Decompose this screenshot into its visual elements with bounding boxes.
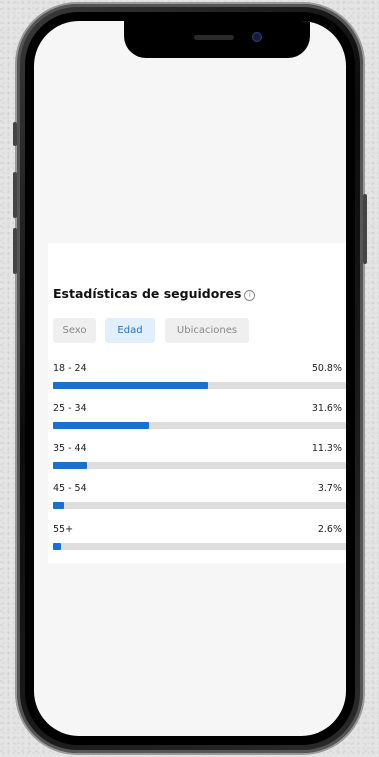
age-bar-fill: [53, 543, 61, 550]
age-bar-fill: [53, 422, 150, 429]
age-range-percent: 50.8%: [311, 363, 342, 374]
age-range-label: 45 - 54: [53, 483, 87, 494]
age-range-percent: 31.6%: [311, 403, 342, 414]
age-range-percent: 11.3%: [311, 443, 342, 454]
age-bar-track: [53, 502, 346, 509]
age-range-label: 25 - 34: [53, 403, 87, 414]
volume-up-button: [13, 172, 17, 218]
age-bar-track: [53, 462, 346, 469]
notch: [124, 21, 310, 58]
tab-sexo[interactable]: Sexo: [53, 318, 96, 343]
phone-screen: Estadísticas de seguidores i Sexo Edad Ub…: [34, 21, 346, 736]
age-bar-track: [53, 422, 346, 429]
age-bar-track: [53, 543, 346, 550]
stats-title-text: Estadísticas de seguidores: [53, 286, 242, 301]
tab-edad[interactable]: Edad: [105, 318, 155, 343]
age-range-label: 35 - 44: [53, 443, 87, 454]
age-bar-fill: [53, 462, 88, 469]
phone-frame: Estadísticas de seguidores i Sexo Edad Ub…: [13, 4, 367, 753]
age-bar-fill: [53, 382, 208, 389]
speaker-grille: [194, 35, 234, 40]
mute-switch: [13, 122, 17, 146]
volume-down-button: [13, 228, 17, 274]
power-button: [363, 194, 367, 264]
stats-title: Estadísticas de seguidores i: [53, 286, 256, 301]
age-range-percent: 3.7%: [317, 483, 342, 494]
age-bar-track: [53, 382, 346, 389]
info-icon[interactable]: i: [244, 290, 256, 301]
front-camera-icon: [252, 32, 262, 42]
age-bar-fill: [53, 502, 65, 509]
age-range-label: 18 - 24: [53, 363, 87, 374]
tab-ubicaciones[interactable]: Ubicaciones: [165, 318, 249, 343]
follower-stats-card: Estadísticas de seguidores i Sexo Edad Ub…: [48, 243, 346, 563]
age-range-percent: 2.6%: [317, 524, 342, 535]
age-range-label: 55+: [53, 524, 74, 535]
